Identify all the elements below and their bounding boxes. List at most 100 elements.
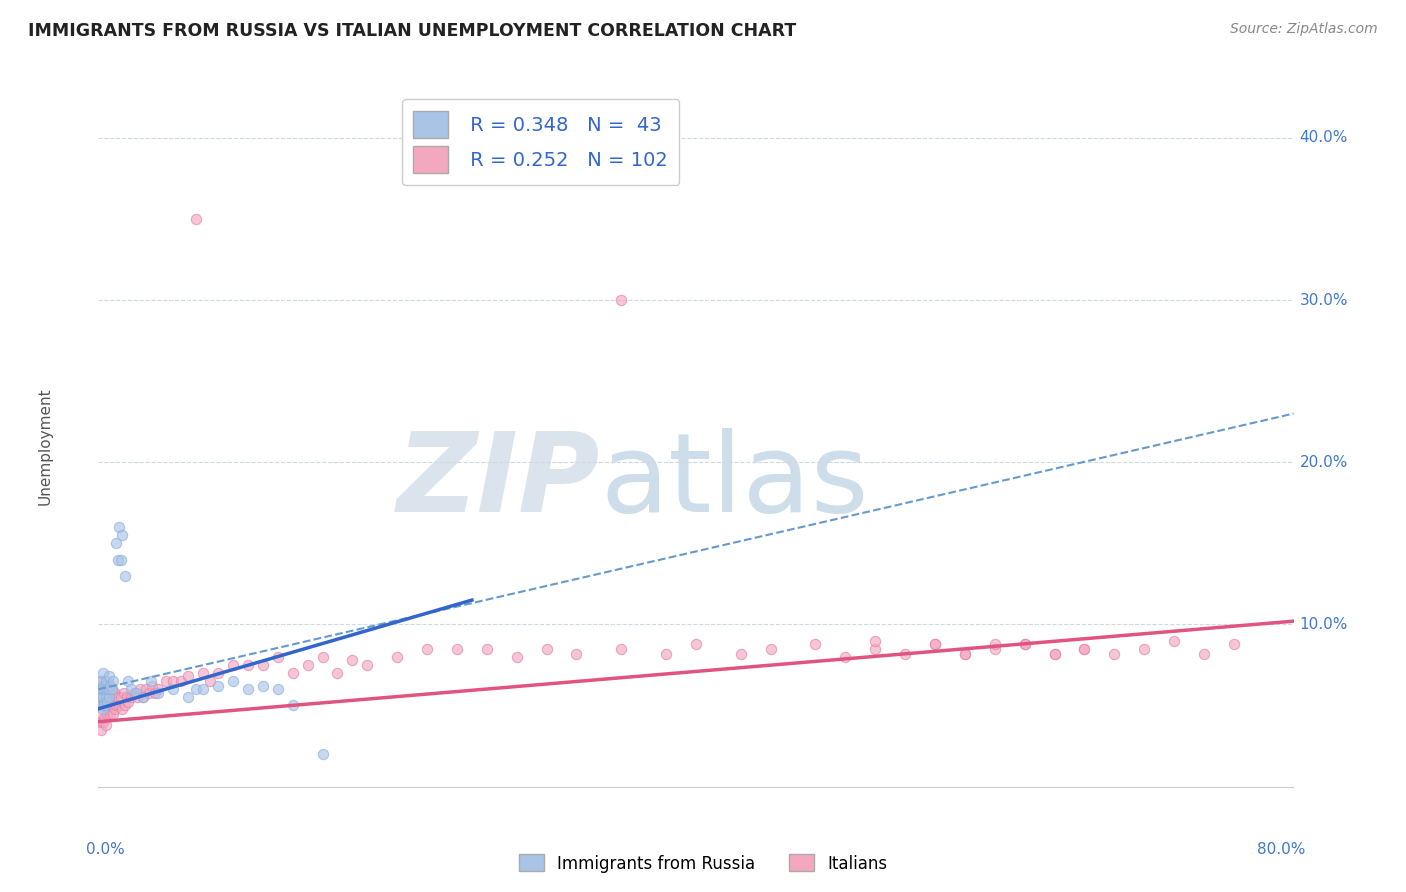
Point — [143, 685, 166, 699]
Point — [89, 698, 111, 713]
Point — [114, 698, 136, 713]
Point — [311, 649, 333, 664]
Text: IMMIGRANTS FROM RUSSIA VS ITALIAN UNEMPLOYMENT CORRELATION CHART: IMMIGRANTS FROM RUSSIA VS ITALIAN UNEMPL… — [28, 22, 796, 40]
Point — [236, 657, 259, 672]
Text: 10.0%: 10.0% — [1299, 617, 1348, 632]
Point — [834, 649, 856, 664]
Point — [200, 674, 222, 689]
Legend: Immigrants from Russia, Italians: Immigrants from Russia, Italians — [512, 847, 894, 880]
Point — [177, 690, 200, 705]
Point — [129, 682, 152, 697]
Point — [93, 698, 115, 713]
Point — [804, 637, 827, 651]
Point — [103, 674, 125, 689]
Point — [953, 647, 976, 661]
Point — [96, 682, 118, 697]
Point — [326, 666, 349, 681]
Point — [90, 690, 112, 705]
Point — [107, 690, 129, 705]
Point — [90, 674, 112, 689]
Point — [111, 702, 134, 716]
Point — [924, 637, 946, 651]
Point — [91, 714, 114, 729]
Point — [103, 706, 125, 721]
Text: atlas: atlas — [600, 428, 869, 535]
Point — [1133, 641, 1156, 656]
Point — [252, 679, 274, 693]
Point — [97, 690, 120, 705]
Point — [94, 718, 117, 732]
Point — [97, 690, 120, 705]
Point — [865, 641, 887, 656]
Point — [117, 674, 139, 689]
Point — [1104, 647, 1126, 661]
Point — [169, 674, 191, 689]
Text: 30.0%: 30.0% — [1299, 293, 1348, 308]
Point — [536, 641, 558, 656]
Point — [1192, 647, 1215, 661]
Point — [222, 674, 245, 689]
Point — [111, 528, 134, 542]
Point — [565, 647, 588, 661]
Point — [610, 641, 633, 656]
Point — [94, 690, 117, 705]
Point — [138, 685, 160, 699]
Point — [475, 641, 498, 656]
Point — [90, 706, 112, 721]
Point — [162, 674, 184, 689]
Point — [90, 690, 112, 705]
Point — [655, 647, 678, 661]
Text: ZIP: ZIP — [396, 428, 600, 535]
Point — [610, 293, 633, 307]
Point — [685, 637, 707, 651]
Point — [148, 685, 170, 699]
Point — [93, 679, 115, 693]
Point — [94, 698, 117, 713]
Point — [1223, 637, 1246, 651]
Point — [96, 679, 118, 693]
Point — [191, 666, 214, 681]
Point — [117, 695, 139, 709]
Point — [104, 702, 127, 716]
Point — [1014, 637, 1036, 651]
Point — [124, 685, 146, 699]
Point — [865, 633, 887, 648]
Point — [252, 657, 274, 672]
Point — [506, 649, 529, 664]
Point — [139, 674, 162, 689]
Point — [93, 711, 115, 725]
Point — [730, 647, 752, 661]
Point — [89, 682, 111, 697]
Point — [112, 685, 135, 699]
Legend:  R = 0.348   N =  43,  R = 0.252   N = 102: R = 0.348 N = 43, R = 0.252 N = 102 — [402, 99, 679, 185]
Point — [984, 637, 1007, 651]
Point — [103, 685, 125, 699]
Point — [89, 682, 111, 697]
Point — [342, 653, 364, 667]
Point — [894, 647, 917, 661]
Point — [759, 641, 782, 656]
Point — [105, 536, 128, 550]
Point — [446, 641, 468, 656]
Point — [107, 552, 129, 566]
Point — [110, 690, 132, 705]
Point — [105, 698, 128, 713]
Point — [93, 695, 115, 709]
Point — [177, 669, 200, 683]
Point — [91, 702, 114, 716]
Point — [141, 679, 163, 693]
Point — [101, 682, 124, 697]
Point — [155, 674, 177, 689]
Point — [953, 647, 976, 661]
Point — [267, 649, 290, 664]
Point — [416, 641, 439, 656]
Point — [101, 682, 124, 697]
Point — [132, 690, 155, 705]
Point — [184, 682, 207, 697]
Point — [91, 695, 114, 709]
Point — [1043, 647, 1066, 661]
Point — [184, 211, 207, 226]
Text: Unemployment: Unemployment — [37, 387, 52, 505]
Text: 20.0%: 20.0% — [1299, 455, 1348, 470]
Point — [236, 682, 259, 697]
